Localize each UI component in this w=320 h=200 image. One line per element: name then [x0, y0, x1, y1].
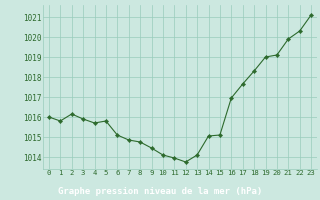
Text: Graphe pression niveau de la mer (hPa): Graphe pression niveau de la mer (hPa): [58, 186, 262, 196]
